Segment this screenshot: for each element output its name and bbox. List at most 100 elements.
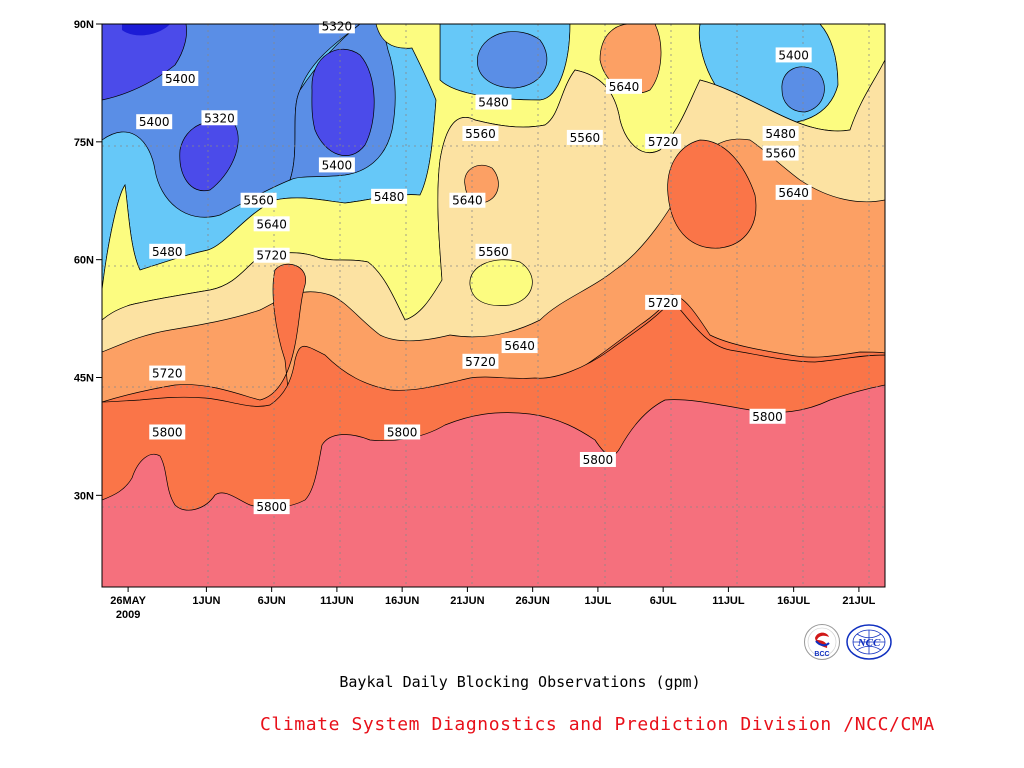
x-year-label: 2009 (116, 609, 140, 621)
contour-label-box (475, 243, 512, 259)
contour-label-box (775, 184, 812, 200)
contour-label-text: 5560 (465, 127, 496, 141)
contour-label-5560: 5560 (566, 129, 603, 145)
x-tick-label: 21JUL (842, 595, 875, 607)
contour-label-text: 5720 (648, 135, 679, 149)
contour-label-box (566, 129, 603, 145)
contour-label-box (775, 47, 812, 63)
contour-label-5720: 5720 (645, 133, 682, 149)
contour-label-box (371, 188, 408, 204)
y-tick-label: 30N (74, 490, 94, 502)
contour-label-5400: 5400 (318, 157, 355, 173)
ncc-logo: NCC (846, 624, 892, 660)
contour-label-box (149, 365, 186, 381)
contour-label-box (149, 243, 186, 259)
contour-label-box (501, 338, 538, 354)
contour-label-box (149, 424, 186, 440)
x-tick-label: 16JUN (385, 595, 419, 607)
contour-label-box (253, 499, 290, 515)
fill-5320-5400-top (477, 31, 548, 89)
x-tick-label: 1JUN (192, 595, 220, 607)
plot-frame (101, 23, 886, 588)
fill-5320-5400-right (781, 66, 825, 113)
contour-label-text: 5720 (465, 355, 496, 369)
contour-label-5560: 5560 (462, 125, 499, 141)
contour-label-5560: 5560 (762, 145, 799, 161)
contour-label-text: 5800 (256, 500, 287, 514)
contour-label-5720: 5720 (253, 247, 290, 263)
bcc-logo-text: BCC (814, 651, 829, 658)
contour-label-5800: 5800 (579, 451, 616, 467)
contour-label-box (201, 110, 238, 126)
x-tick-label: 16JUL (777, 595, 810, 607)
contour-label-5640: 5640 (775, 184, 812, 200)
contour-label-5720: 5720 (149, 365, 186, 381)
contour-label-5480: 5480 (762, 125, 799, 141)
contour-label-5640: 5640 (501, 338, 538, 354)
contour-label-5800: 5800 (384, 424, 421, 440)
contour-label-5720: 5720 (645, 294, 682, 310)
contour-label-text: 5800 (583, 453, 614, 467)
contour-label-box (762, 125, 799, 141)
contour-label-box (240, 192, 277, 208)
x-tick-label: 6JUN (258, 595, 286, 607)
grid (102, 24, 885, 587)
contour-label-5320: 5320 (318, 18, 355, 34)
x-tick-label: 21JUN (450, 595, 484, 607)
contour-label-box (318, 18, 355, 34)
contour-label-5560: 5560 (240, 192, 277, 208)
contour-label-text: 5640 (609, 80, 640, 94)
contour-label-box (645, 133, 682, 149)
contour-label-5400: 5400 (775, 47, 812, 63)
contour-label-text: 5640 (452, 194, 483, 208)
contour-label-box (318, 157, 355, 173)
contour-label-text: 5320 (322, 19, 353, 33)
contour-label-text: 5720 (152, 367, 183, 381)
contour-label-box (579, 451, 616, 467)
fill-5720-blob (667, 139, 757, 249)
x-axis: 26MAY 1JUN 6JUN 11JUN 16JUN 21JUN 26JUN 1JUL 6JU… (110, 587, 876, 621)
contour-label-box (384, 424, 421, 440)
bcc-logo: BCC (804, 624, 840, 660)
y-tick-label: 75N (74, 137, 94, 149)
x-tick-label: 11JUL (712, 595, 745, 607)
contour-label-text: 5400 (165, 72, 196, 86)
fill-5560-island (469, 259, 533, 306)
contour-label-5480: 5480 (149, 243, 186, 259)
contour-label-5400: 5400 (136, 114, 173, 130)
ncc-logo-text: NCC (857, 637, 881, 649)
x-tick-label: 6JUL (650, 595, 677, 607)
contour-label-5800: 5800 (749, 408, 786, 424)
contour-label-box (449, 192, 486, 208)
contour-label-5640: 5640 (253, 216, 290, 232)
contour-label-5400: 5400 (162, 70, 199, 86)
contour-label-text: 5640 (778, 186, 809, 200)
contour-label-text: 5480 (765, 127, 796, 141)
contour-label-text: 5320 (204, 111, 235, 125)
contour-label-5640: 5640 (449, 192, 486, 208)
y-tick-label: 45N (74, 372, 94, 384)
contour-label-5800: 5800 (149, 424, 186, 440)
contour-label-text: 5400 (139, 115, 170, 129)
contour-label-text: 5720 (648, 296, 679, 310)
contour-label-text: 5480 (374, 190, 405, 204)
contour-label-box (645, 294, 682, 310)
contour-label-box (136, 114, 173, 130)
contour-label-text: 5480 (152, 245, 183, 259)
contour-label-text: 5400 (778, 48, 809, 62)
x-tick-label: 26MAY (110, 595, 146, 607)
contour-label-5720: 5720 (462, 353, 499, 369)
contour-label-text: 5800 (152, 425, 183, 439)
contour-labels: 5320 5400 5400 5320 5400 5480 5560 5640 5720 5480… (136, 18, 812, 515)
contour-label-text: 5560 (570, 131, 601, 145)
contour-label-box (253, 216, 290, 232)
chart-title: Baykal Daily Blocking Observations (gpm) (339, 673, 701, 691)
contour-label-box (462, 125, 499, 141)
x-tick-label: 11JUN (320, 595, 354, 607)
contour-label-box (606, 78, 642, 94)
fill-below-5320-a (102, 24, 187, 101)
contour-label-box (253, 247, 290, 263)
fill-below-5320-b (179, 120, 239, 192)
x-tick-label: 1JUL (584, 595, 611, 607)
